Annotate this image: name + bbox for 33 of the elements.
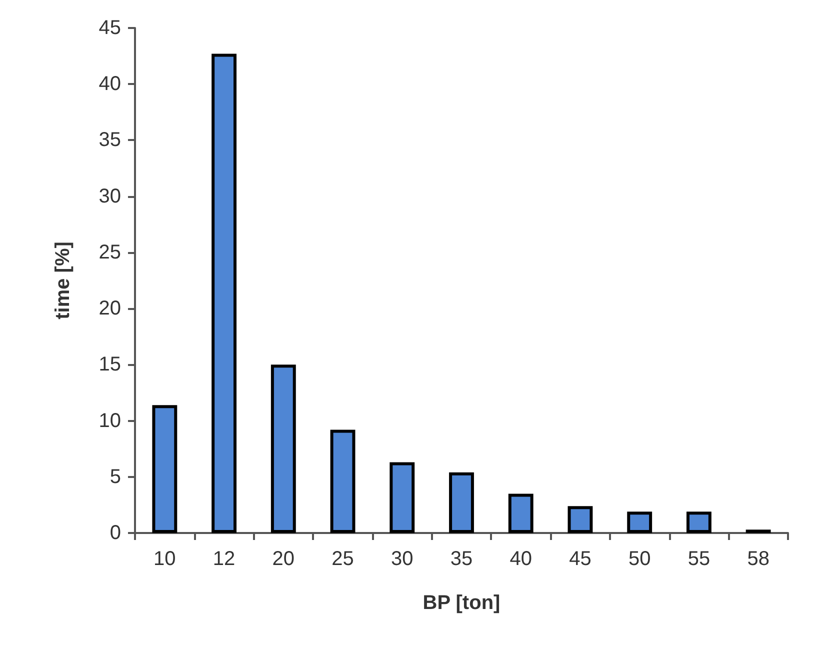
bar xyxy=(508,494,534,533)
x-tick-label: 40 xyxy=(510,548,532,570)
x-tick-label: 45 xyxy=(569,548,592,570)
bar xyxy=(212,54,237,533)
bar xyxy=(330,430,356,533)
y-tick-label: 35 xyxy=(98,129,121,152)
bar xyxy=(686,512,712,533)
bar xyxy=(152,405,178,533)
bar xyxy=(627,512,652,533)
y-axis-title: time [%] xyxy=(52,242,74,320)
x-tick-label: 25 xyxy=(332,548,354,570)
bar xyxy=(270,364,296,533)
x-tick-label: 35 xyxy=(450,548,473,570)
y-tick-label: 20 xyxy=(98,298,121,320)
bar xyxy=(449,472,474,533)
y-tick-label: 40 xyxy=(98,73,121,96)
x-tick-label: 55 xyxy=(688,548,710,570)
x-axis-title: BP [ton] xyxy=(422,592,500,614)
y-tick-label: 10 xyxy=(98,410,121,432)
y-tick-label: 0 xyxy=(110,522,121,544)
x-tick-label: 30 xyxy=(391,548,414,570)
x-tick-label: 12 xyxy=(212,548,236,570)
bar xyxy=(568,506,593,533)
y-tick-label: 30 xyxy=(98,185,121,208)
x-tick-label: 20 xyxy=(272,548,295,570)
x-tick-label: 58 xyxy=(747,548,770,570)
y-tick-label: 5 xyxy=(110,466,121,488)
y-tick-label: 15 xyxy=(98,354,121,376)
y-tick-label: 45 xyxy=(98,17,121,39)
x-tick-label: 50 xyxy=(628,548,651,570)
x-tick-label: 10 xyxy=(154,548,176,570)
bar xyxy=(390,462,415,533)
y-tick-label: 25 xyxy=(98,241,121,264)
